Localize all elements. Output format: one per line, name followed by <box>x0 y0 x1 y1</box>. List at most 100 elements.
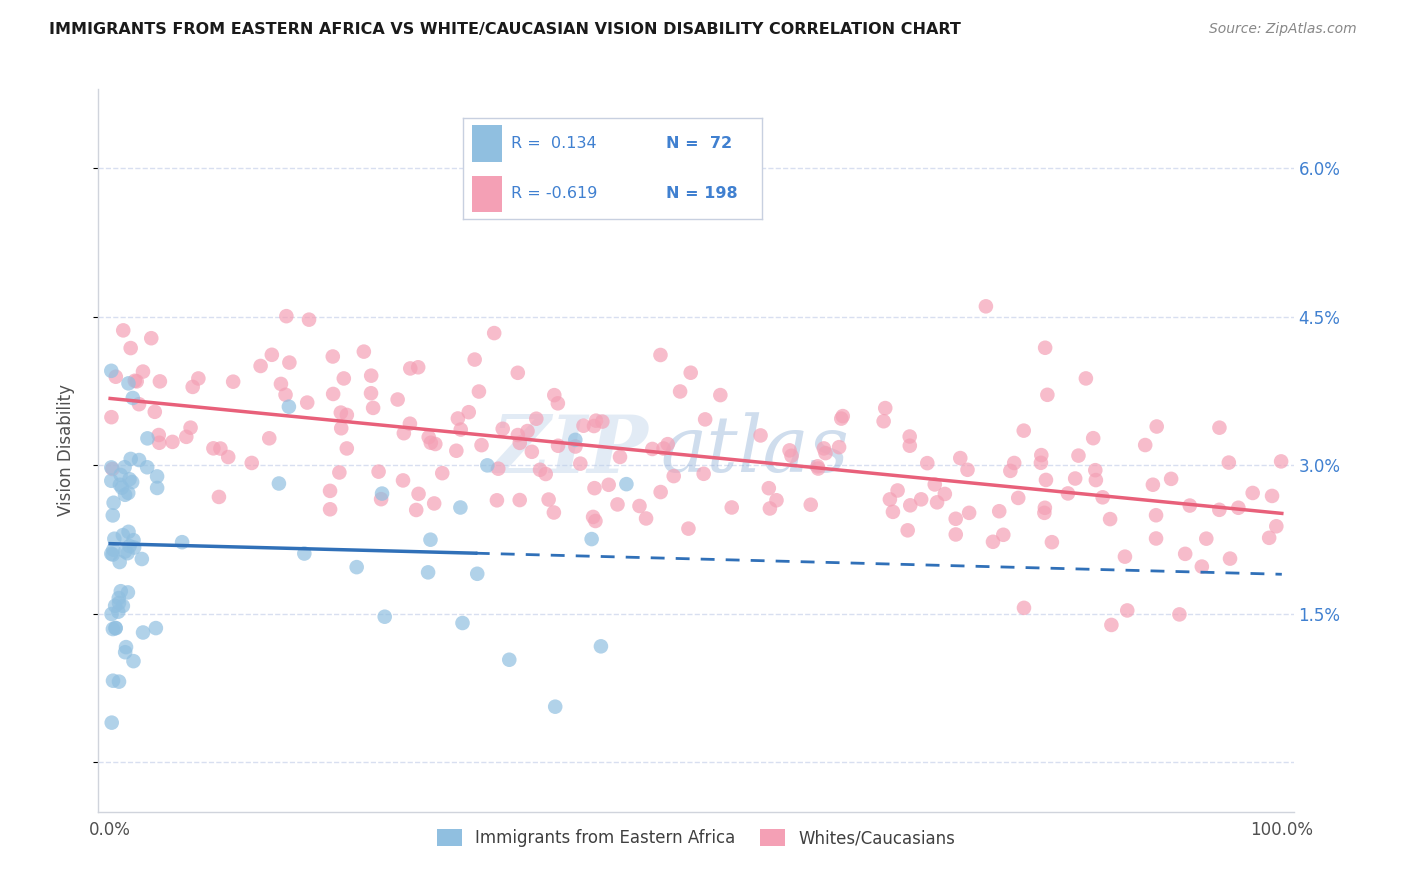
Point <box>1035 473 1057 487</box>
Point <box>616 477 638 491</box>
Point <box>146 481 169 495</box>
Point <box>298 312 321 326</box>
Point <box>516 424 538 438</box>
Point <box>636 511 658 525</box>
Point <box>1208 420 1230 434</box>
Point <box>104 621 127 635</box>
Point <box>1099 618 1122 632</box>
Point <box>217 450 239 464</box>
Point <box>1099 512 1122 526</box>
Point <box>406 360 429 375</box>
Point <box>657 437 679 451</box>
Point <box>1029 456 1052 470</box>
Point <box>569 457 592 471</box>
Point <box>174 430 197 444</box>
Point <box>136 460 159 475</box>
Point <box>945 527 967 541</box>
Point <box>202 442 225 456</box>
Point <box>981 534 1004 549</box>
Point <box>482 326 505 340</box>
Point <box>520 444 543 458</box>
Point <box>678 522 700 536</box>
Point <box>1195 532 1218 546</box>
Point <box>108 477 131 491</box>
Point <box>110 467 132 482</box>
Point <box>898 439 921 453</box>
Point <box>117 524 139 539</box>
Point <box>506 428 529 442</box>
Point <box>1036 388 1059 402</box>
Point <box>100 410 122 425</box>
Point <box>470 438 492 452</box>
Point <box>101 673 124 688</box>
Point <box>1012 600 1035 615</box>
Point <box>492 422 515 436</box>
Point <box>329 406 352 420</box>
Point <box>1135 438 1157 452</box>
Point <box>830 411 852 425</box>
Point <box>828 440 851 454</box>
Point <box>872 414 894 428</box>
Point <box>1067 449 1090 463</box>
Point <box>695 412 717 426</box>
Point <box>465 566 488 581</box>
Point <box>208 490 231 504</box>
Point <box>1178 499 1201 513</box>
Point <box>1000 464 1022 478</box>
Point <box>322 387 344 401</box>
Point <box>679 366 702 380</box>
Point <box>949 451 972 466</box>
Point <box>131 552 153 566</box>
Point <box>1002 456 1025 470</box>
Point <box>529 463 551 477</box>
Point <box>583 514 606 528</box>
Point <box>274 388 297 402</box>
Point <box>267 476 290 491</box>
Point <box>509 436 531 450</box>
Point <box>547 396 569 410</box>
Point <box>346 560 368 574</box>
Point <box>260 348 283 362</box>
Y-axis label: Vision Disability: Vision Disability <box>56 384 75 516</box>
Point <box>121 391 143 405</box>
Point <box>585 414 607 428</box>
Point <box>270 376 292 391</box>
Point <box>101 462 124 476</box>
Point <box>709 388 731 402</box>
Point <box>806 459 828 474</box>
Point <box>249 359 271 373</box>
Point <box>1007 491 1029 505</box>
Point <box>831 409 853 423</box>
Point <box>477 458 499 473</box>
Point <box>1091 491 1114 505</box>
Point <box>101 548 124 562</box>
Point <box>917 456 939 470</box>
Point <box>498 653 520 667</box>
Point <box>1270 454 1292 468</box>
Point <box>882 505 904 519</box>
Point <box>1033 506 1056 520</box>
Point <box>1258 531 1281 545</box>
Point <box>534 467 557 481</box>
Point <box>114 488 136 502</box>
Point <box>162 434 184 449</box>
Text: Source: ZipAtlas.com: Source: ZipAtlas.com <box>1209 22 1357 37</box>
Point <box>111 599 134 613</box>
Point <box>1219 551 1241 566</box>
Point <box>652 442 675 456</box>
Point <box>114 645 136 659</box>
Point <box>1084 463 1107 477</box>
Point <box>1116 603 1139 617</box>
Point <box>934 487 956 501</box>
Point <box>446 443 468 458</box>
Point <box>392 474 415 488</box>
Point <box>564 433 586 447</box>
Point <box>108 674 131 689</box>
Point <box>128 453 150 467</box>
Point <box>187 371 209 385</box>
Point <box>146 469 169 483</box>
Point <box>650 348 672 362</box>
Point <box>486 461 509 475</box>
Point <box>974 299 997 313</box>
Point <box>148 435 170 450</box>
